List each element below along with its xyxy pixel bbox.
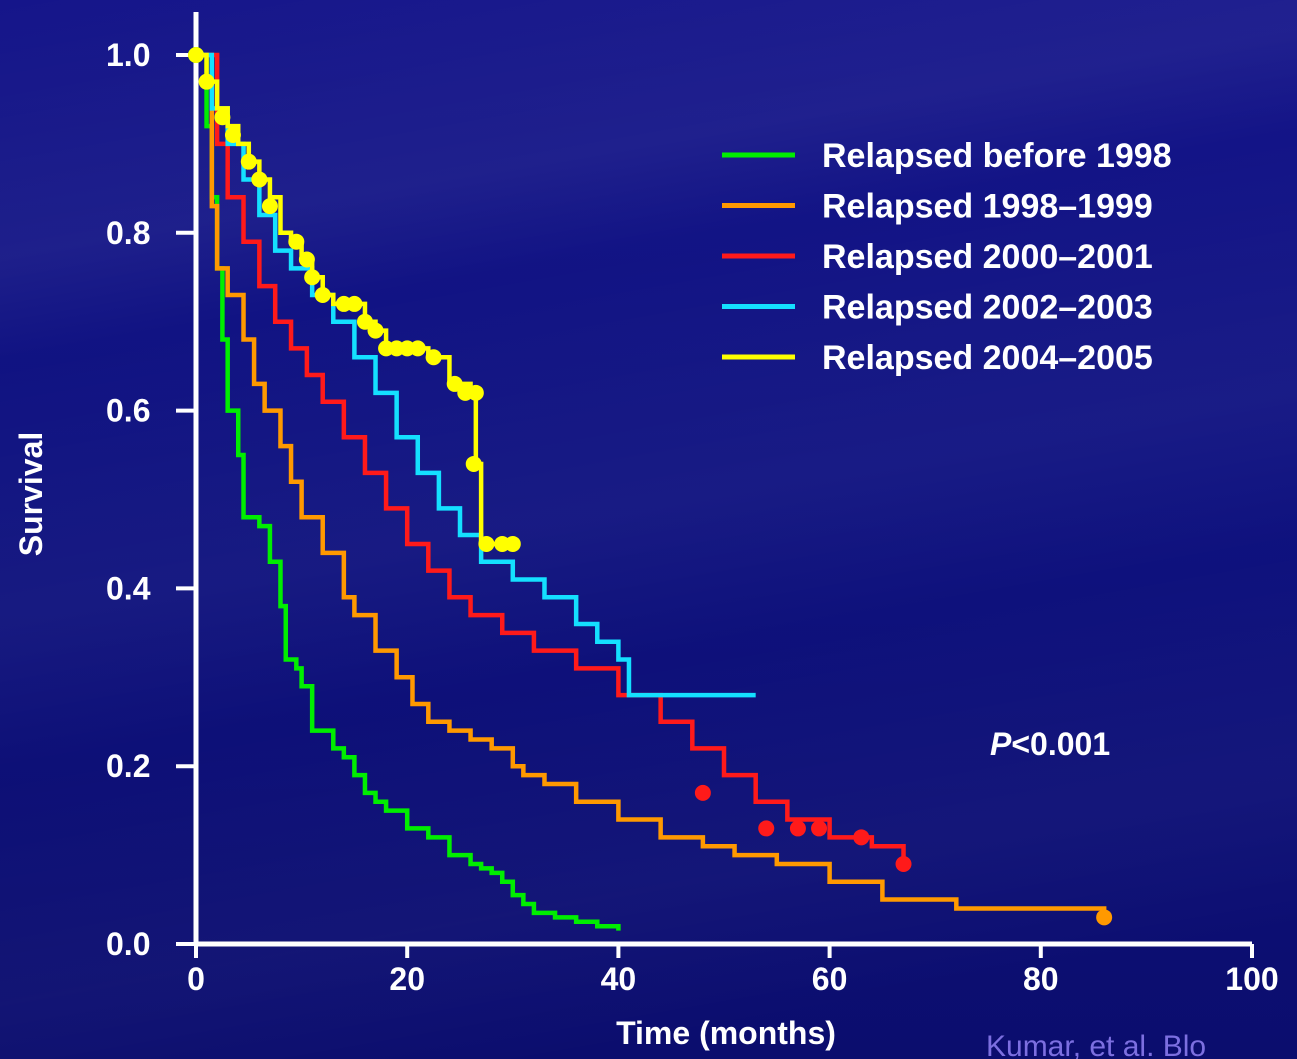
x-tick-label: 80 xyxy=(1023,961,1059,997)
p-value-text: <0.001 xyxy=(1011,726,1110,762)
censor-mark xyxy=(504,535,521,552)
y-tick-label: 0.2 xyxy=(106,748,150,784)
censor-mark xyxy=(251,171,268,188)
censor-mark xyxy=(240,153,257,170)
legend-label: Relapsed before 1998 xyxy=(822,137,1172,175)
censor-mark xyxy=(789,820,806,837)
y-tick-label: 0.6 xyxy=(106,393,150,429)
censor-mark xyxy=(261,198,278,215)
x-tick-label: 60 xyxy=(812,961,848,997)
x-tick-label: 40 xyxy=(601,961,637,997)
censor-mark xyxy=(409,340,426,357)
series-line xyxy=(196,52,621,931)
censor-mark xyxy=(298,251,315,268)
censor-mark xyxy=(446,375,463,392)
legend-label: Relapsed 2002–2003 xyxy=(822,289,1153,327)
citation: Kumar, et al. Blo xyxy=(986,1030,1206,1059)
censor-mark xyxy=(811,820,828,837)
series-line xyxy=(196,52,906,864)
axes: 0 20 40 60 80 100 0.0 0.2 0.4 0.6 0.8 1.0 xyxy=(106,12,1279,997)
censor-mark xyxy=(694,784,711,801)
legend-label: Relapsed 2000–2001 xyxy=(822,238,1153,276)
x-tick-label: 20 xyxy=(389,961,425,997)
legend-label: Relapsed 2004–2005 xyxy=(822,339,1153,377)
censor-mark xyxy=(214,109,231,126)
censor-mark xyxy=(853,829,870,846)
x-tick-label: 100 xyxy=(1225,961,1278,997)
censor-mark xyxy=(895,855,912,872)
censor-mark xyxy=(188,47,204,63)
y-axis-title: Survival xyxy=(13,432,49,557)
p-value-symbol: P xyxy=(990,726,1012,762)
censor-mark xyxy=(304,269,321,286)
x-axis-title: Time (months) xyxy=(616,1015,836,1051)
legend-label: Relapsed 1998–1999 xyxy=(822,188,1153,226)
y-tick-label: 0.4 xyxy=(106,570,151,606)
censor-mark xyxy=(198,73,215,90)
legend: Relapsed before 1998 Relapsed 1998–1999 Re… xyxy=(722,137,1172,377)
censor-mark xyxy=(288,233,305,250)
p-value-annotation: P<0.001 xyxy=(990,726,1110,762)
censor-mark xyxy=(758,820,775,837)
censor-mark xyxy=(224,127,241,144)
censor-mark xyxy=(1096,909,1113,926)
series-line xyxy=(196,52,1107,918)
y-tick-label: 0.8 xyxy=(106,215,150,251)
y-tick-label: 1.0 xyxy=(106,37,150,73)
y-tick-label: 0.0 xyxy=(106,926,150,962)
censor-mark xyxy=(425,349,442,366)
x-tick-label: 0 xyxy=(187,961,205,997)
censor-mark xyxy=(356,313,373,330)
censor-mark xyxy=(314,287,331,304)
plot-area xyxy=(188,47,1113,931)
censor-mark xyxy=(478,535,495,552)
censor-mark xyxy=(367,322,384,339)
censor-mark xyxy=(465,455,482,472)
censor-mark xyxy=(346,295,363,312)
censor-mark xyxy=(467,384,484,401)
